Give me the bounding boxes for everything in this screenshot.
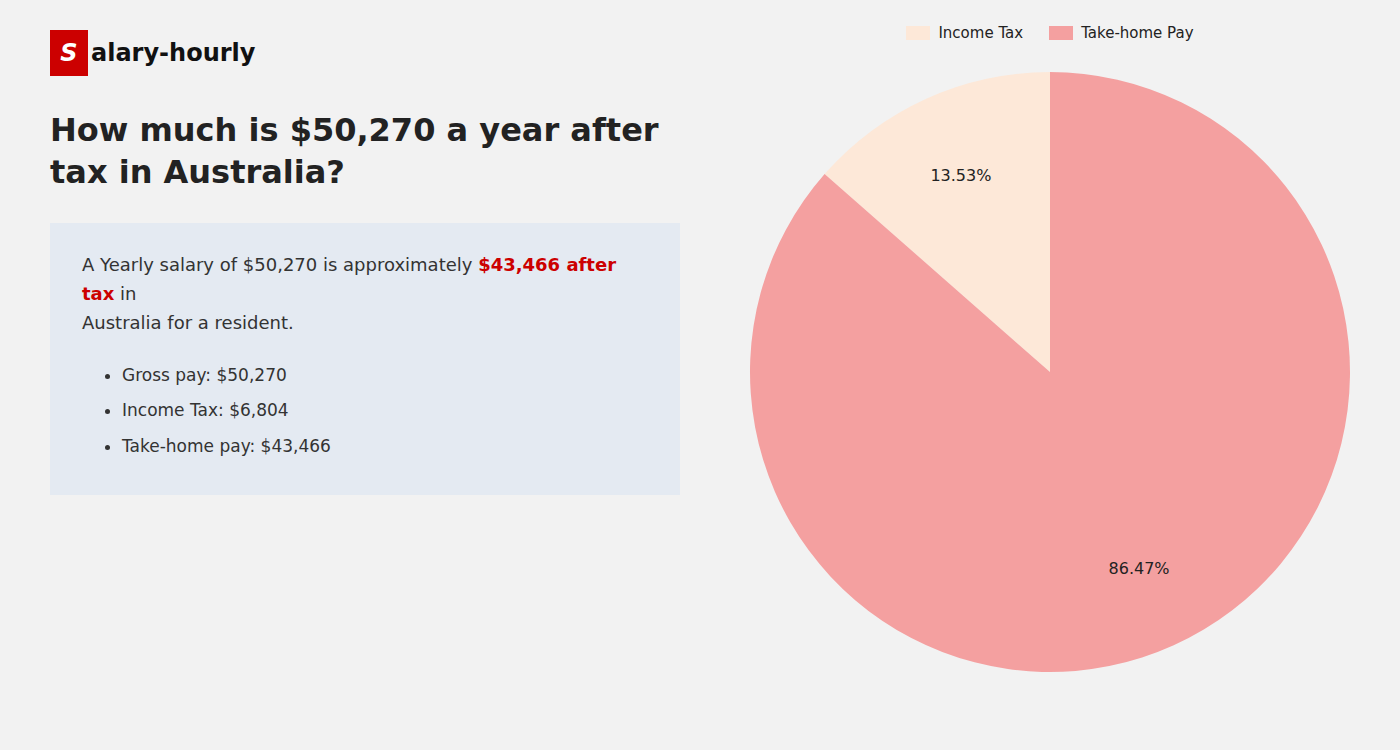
logo-text: alary-hourly	[91, 39, 255, 67]
legend-label: Take-home Pay	[1081, 24, 1193, 42]
bullet-item: Gross pay: $50,270	[122, 358, 648, 394]
text-panel: Salary-hourly How much is $50,270 a year …	[0, 0, 700, 750]
pie-chart: 13.53% 86.47%	[720, 52, 1380, 692]
pie-panel: Income Tax Take-home Pay 13.53% 86.47%	[700, 0, 1400, 750]
info-box: A Yearly salary of $50,270 is approximat…	[50, 223, 680, 494]
logo-box: S	[50, 30, 88, 76]
data-label: 13.53%	[930, 166, 991, 185]
info-text-end: in	[114, 283, 136, 304]
info-text-line2: Australia for a resident.	[82, 312, 294, 333]
title: How much is $50,270 a year after tax in …	[50, 110, 680, 193]
data-labels: 13.53% 86.47%	[930, 166, 1169, 579]
page: Salary-hourly How much is $50,270 a year …	[0, 0, 1400, 750]
legend-label: Income Tax	[938, 24, 1023, 42]
logo: Salary-hourly	[50, 30, 680, 76]
pie-wedge	[750, 72, 1350, 672]
bullet-text: Income Tax: $6,804	[122, 400, 289, 420]
bullet-text: Take-home pay: $43,466	[122, 436, 331, 456]
bullet-text: Gross pay: $50,270	[122, 365, 287, 385]
bullet-item: Income Tax: $6,804	[122, 393, 648, 429]
bullet-list: Gross pay: $50,270 Income Tax: $6,804 Take…	[82, 358, 648, 465]
bullet-item: Take-home pay: $43,466	[122, 429, 648, 465]
legend-swatch	[906, 26, 930, 40]
info-text: A Yearly salary of $50,270 is approximat…	[82, 251, 648, 337]
legend: Income Tax Take-home Pay	[906, 24, 1193, 42]
wedges	[750, 72, 1350, 672]
legend-item: Income Tax	[906, 24, 1023, 42]
data-label: 86.47%	[1109, 559, 1170, 578]
legend-swatch	[1049, 26, 1073, 40]
info-text-normal: A Yearly salary of $50,270 is approximat…	[82, 254, 478, 275]
legend-item: Take-home Pay	[1049, 24, 1193, 42]
